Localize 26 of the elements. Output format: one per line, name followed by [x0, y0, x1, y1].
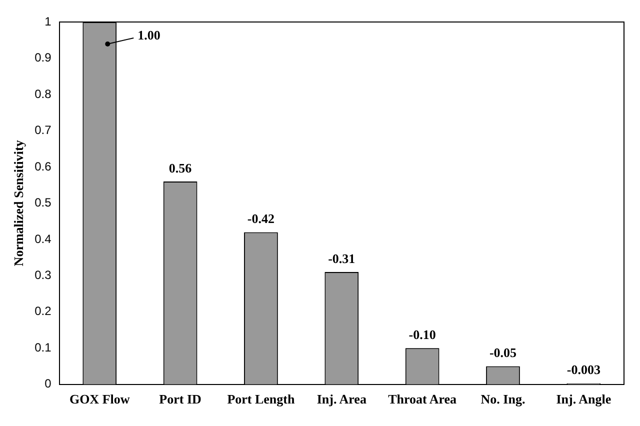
y-tick-label: 1 — [44, 14, 52, 28]
x-tick-label: Port ID — [159, 392, 202, 407]
x-tick-label: Inj. Angle — [556, 392, 612, 407]
annotation: -0.003 — [566, 362, 601, 378]
y-tick-label: 0 — [44, 376, 52, 391]
annotation: 1.00 — [138, 27, 160, 42]
annotation: -0.05 — [489, 345, 518, 360]
y-tick-label: 0.7 — [34, 123, 52, 138]
x-tick-label: Throat Area — [388, 392, 458, 407]
annotation: -0.10 — [408, 327, 436, 342]
y-tick-label: 0.8 — [34, 86, 52, 101]
annotation: 0.56 — [168, 160, 192, 176]
y-tick-label: 0.9 — [34, 50, 52, 65]
y-tick-label: 0.1 — [34, 340, 52, 354]
x-tick-label: No. Ing. — [480, 392, 526, 407]
y-tick-label: 0.4 — [34, 232, 52, 246]
y-axis-title: Normalized Sensitivity — [11, 140, 26, 266]
y-tick-label: 0.2 — [34, 304, 52, 318]
x-tick-label: GOX Flow — [69, 392, 130, 407]
y-tick-label: 0.5 — [34, 196, 52, 210]
y-tick-label: 0.6 — [34, 159, 52, 174]
annotation: -0.42 — [247, 211, 275, 226]
x-tick-label: Port Length — [227, 392, 296, 407]
y-tick-label: 0.3 — [34, 268, 52, 282]
x-tick-label: Inj. Area — [316, 392, 367, 407]
annotation: -0.31 — [328, 250, 356, 266]
